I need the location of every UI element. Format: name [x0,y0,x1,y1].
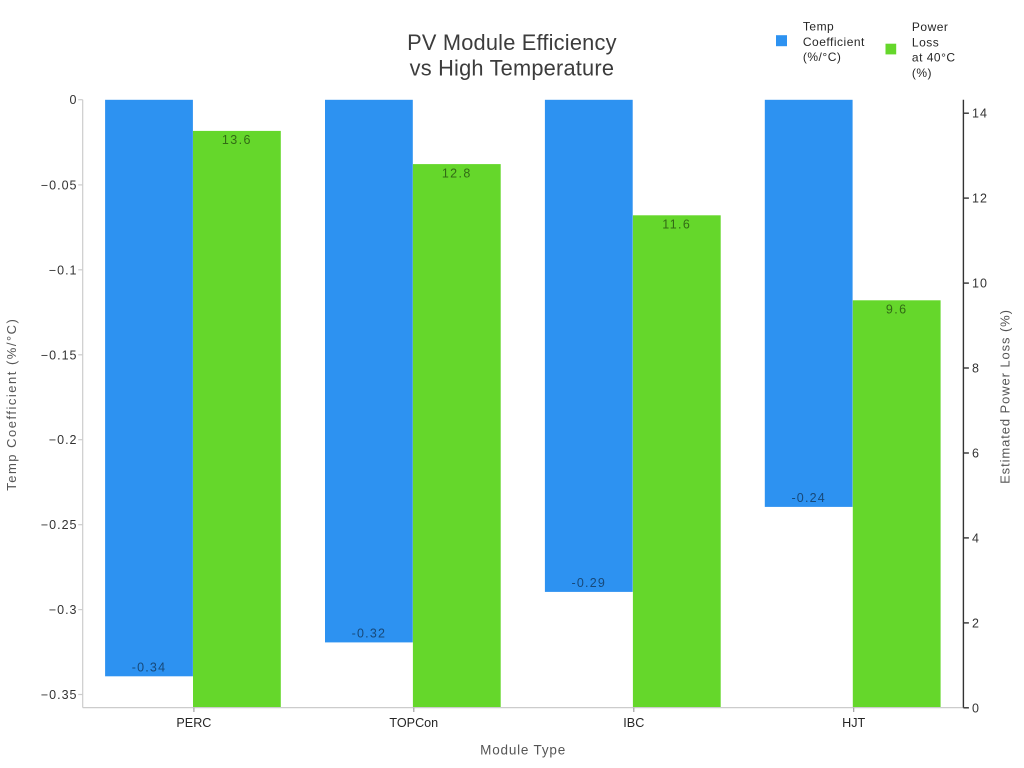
svg-text:14: 14 [972,107,988,121]
svg-text:-0.34: -0.34 [132,661,167,675]
svg-text:Power: Power [912,20,949,34]
svg-text:−0.2: −0.2 [49,433,78,447]
svg-text:at 40°C: at 40°C [912,51,956,65]
svg-text:9.6: 9.6 [886,303,908,317]
svg-text:TOPCon: TOPCon [389,716,438,730]
svg-text:PERC: PERC [176,716,211,730]
svg-text:8: 8 [972,362,980,376]
svg-text:Module Type: Module Type [480,743,566,758]
svg-text:2: 2 [972,616,980,630]
svg-text:(%): (%) [912,66,932,80]
svg-text:Temp Coefficient (%/°C): Temp Coefficient (%/°C) [4,318,19,491]
svg-text:11.6: 11.6 [662,218,691,232]
svg-text:4: 4 [972,531,980,545]
svg-text:Temp: Temp [803,20,834,34]
svg-text:Estimated Power Loss (%): Estimated Power Loss (%) [998,309,1013,484]
svg-text:PV Module Efficiency: PV Module Efficiency [407,30,617,55]
svg-text:0: 0 [70,93,78,107]
svg-text:−0.25: −0.25 [41,518,78,532]
svg-text:6: 6 [972,447,980,461]
svg-text:-0.29: -0.29 [572,576,607,590]
svg-text:-0.32: -0.32 [352,627,387,641]
svg-text:vs High Temperature: vs High Temperature [410,55,615,80]
svg-text:Coefficient: Coefficient [803,35,865,49]
svg-text:−0.1: −0.1 [49,263,78,277]
svg-text:−0.05: −0.05 [41,178,78,192]
svg-text:12: 12 [972,192,988,206]
svg-text:Loss: Loss [912,35,939,49]
svg-text:10: 10 [972,277,988,291]
svg-text:(%/°C): (%/°C) [803,50,841,64]
svg-text:−0.15: −0.15 [41,348,78,362]
svg-text:−0.3: −0.3 [49,603,78,617]
svg-text:12.8: 12.8 [442,166,472,180]
svg-text:IBC: IBC [623,716,644,730]
svg-text:−0.35: −0.35 [41,688,78,702]
svg-text:HJT: HJT [842,716,865,730]
svg-text:13.6: 13.6 [222,133,252,147]
svg-text:0: 0 [972,701,980,715]
svg-text:-0.24: -0.24 [791,491,826,505]
